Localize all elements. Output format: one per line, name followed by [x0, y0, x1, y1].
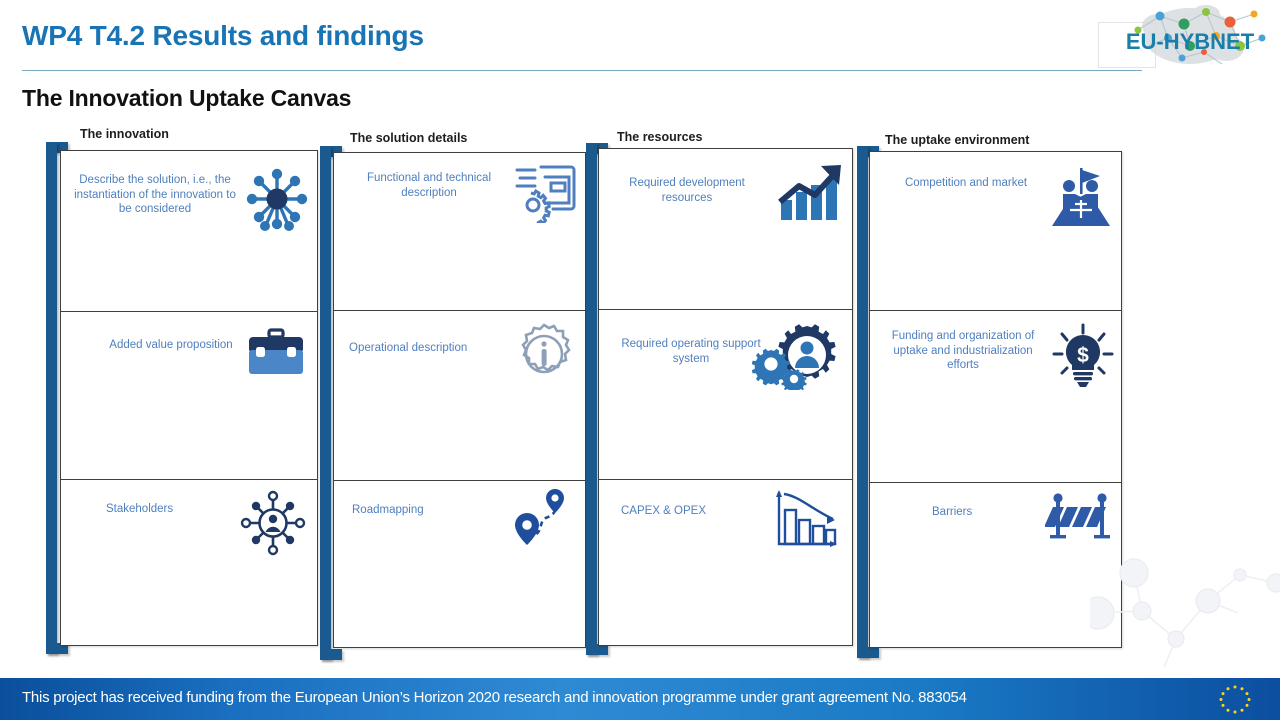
column-header-2: The solution details	[350, 131, 468, 145]
canvas-cell-1-2[interactable]: Added value proposition	[61, 312, 317, 480]
canvas-grid-4: Competition and market	[869, 151, 1122, 648]
canvas-grid-2: Functional and technical description	[333, 152, 586, 648]
funding-footer: This project has received funding from t…	[0, 678, 1280, 720]
innovation-hub-icon	[241, 163, 313, 240]
bracket-2	[320, 146, 342, 660]
canvas-cell-1-3[interactable]: Stakeholders	[61, 480, 317, 643]
eu-hybnet-logo: EU-HYBNET	[1098, 2, 1278, 76]
barrier-icon	[1044, 491, 1115, 556]
column-header-4: The uptake environment	[885, 133, 1030, 147]
canvas-grid-1: Describe the solution, i.e., the instant…	[60, 150, 318, 646]
canvas-cell-label: CAPEX & OPEX	[621, 505, 707, 517]
bracket-1	[46, 142, 68, 654]
canvas-cell-2-1[interactable]: Functional and technical description	[334, 153, 585, 311]
gear-info-icon	[509, 321, 579, 392]
title-divider	[22, 70, 1142, 71]
stakeholder-network-icon	[236, 486, 310, 565]
canvas-cell-label: Roadmapping	[352, 504, 424, 516]
canvas-cell-4-2[interactable]: Funding and organization of uptake and i…	[870, 311, 1121, 483]
canvas-cell-4-3[interactable]: Barriers	[870, 483, 1121, 647]
canvas-cell-4-1[interactable]: Competition and market	[870, 152, 1121, 311]
briefcase-icon	[243, 326, 309, 389]
canvas-cell-3-1[interactable]: Required development resources	[599, 149, 852, 310]
gears-person-icon	[747, 322, 847, 395]
canvas-cell-2-3[interactable]: Roadmapping	[334, 481, 585, 645]
canvas-cell-label: Functional and technical description	[366, 172, 492, 199]
column-header-3: The resources	[617, 130, 703, 144]
route-pins-icon	[506, 487, 580, 560]
canvas-cell-3-3[interactable]: CAPEX & OPEX	[599, 480, 852, 645]
document-gear-icon	[511, 161, 581, 230]
eu-flag-icon	[1212, 682, 1258, 720]
canvas-grid-3: Required development resources	[598, 148, 853, 646]
canvas-cell-3-2[interactable]: Required operating support system	[599, 310, 852, 480]
canvas-cell-label: Describe the solution, i.e., the instant…	[74, 174, 236, 215]
canvas-cell-2-2[interactable]: Operational description	[334, 311, 585, 481]
canvas-cell-label: Competition and market	[904, 177, 1028, 189]
competition-flag-icon	[1046, 164, 1116, 241]
canvas-cell-label: Added value proposition	[109, 339, 233, 351]
bracket-4	[857, 146, 879, 658]
bracket-3	[586, 143, 608, 655]
page-title: WP4 T4.2 Results and findings	[22, 20, 424, 51]
declining-cost-chart-icon	[771, 486, 843, 559]
canvas-cell-label: Required operating support system	[621, 338, 761, 365]
canvas-cell-label: Required development resources	[629, 177, 745, 204]
svg-text:$: $	[1077, 344, 1089, 367]
canvas-cell-label: Operational description	[349, 342, 468, 354]
canvas-cell-label: Funding and organization of uptake and i…	[891, 330, 1035, 371]
canvas-cell-label: Barriers	[932, 506, 973, 518]
logo-wordmark: EU-HYBNET	[1126, 29, 1255, 54]
canvas-cell-1-1[interactable]: Describe the solution, i.e., the instant…	[61, 151, 317, 312]
column-header-1: The innovation	[80, 127, 169, 141]
lightbulb-dollar-icon: $	[1050, 323, 1116, 394]
slide-subtitle: The Innovation Uptake Canvas	[22, 85, 352, 111]
growth-chart-icon	[775, 162, 847, 231]
funding-statement: This project has received funding from t…	[22, 689, 967, 706]
canvas-cell-label: Stakeholders	[106, 503, 174, 515]
